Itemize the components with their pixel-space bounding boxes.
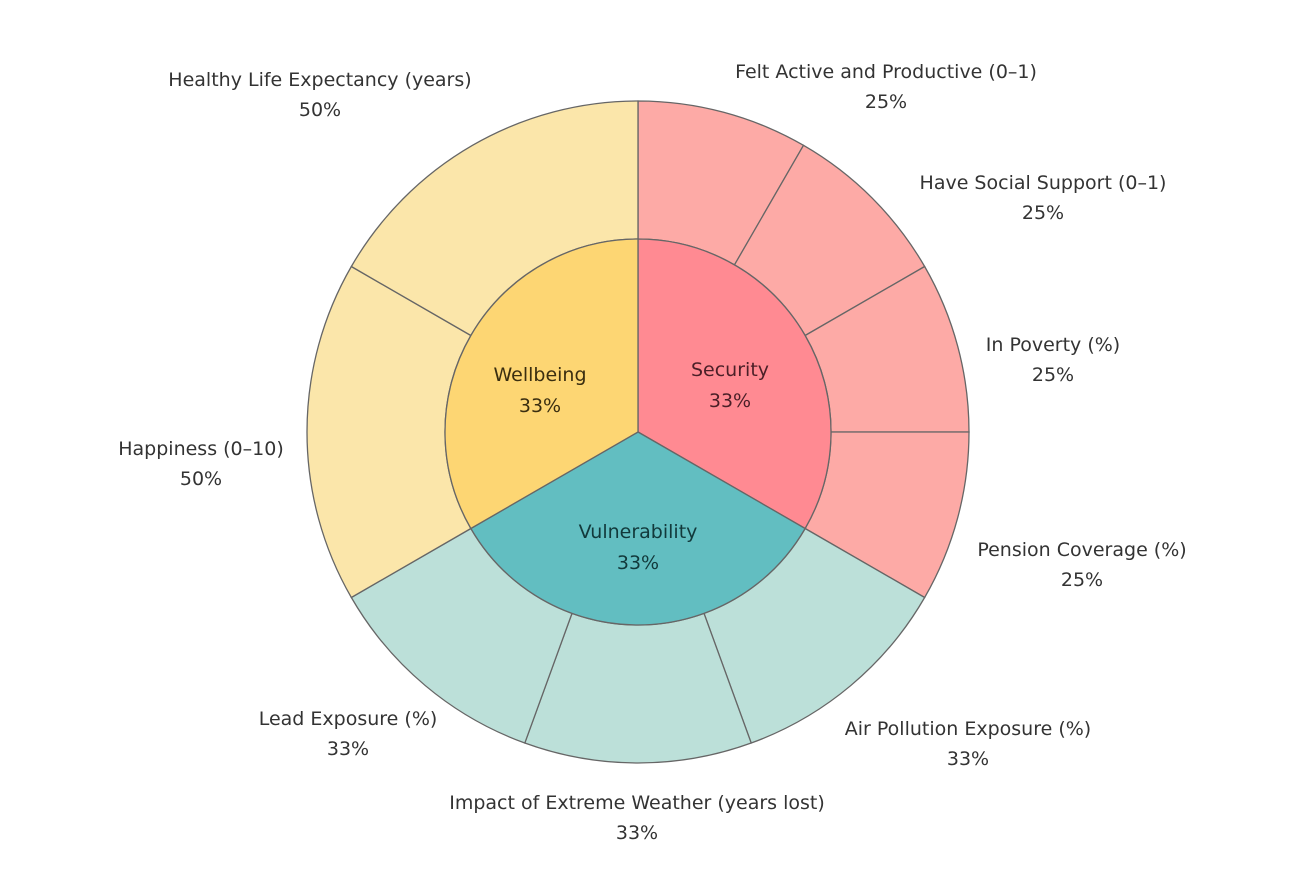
label-share: 33% [326, 738, 370, 760]
label-name: Have Social Support (0–1) [919, 172, 1167, 194]
inner-segment-security [637, 238, 832, 530]
label-name: Vulnerability [578, 521, 698, 543]
label-share: 25% [1031, 364, 1075, 386]
label-share: 50% [298, 99, 342, 121]
label-name: In Poverty (%) [985, 334, 1121, 356]
label-name: Wellbeing [493, 364, 587, 386]
label-share: 33% [616, 552, 660, 574]
label-name: Felt Active and Productive (0–1) [735, 61, 1037, 83]
outer-in-poverty-label: In Poverty (%) 25% [986, 330, 1120, 390]
label-name: Happiness (0–10) [118, 438, 284, 460]
label-share: 33% [518, 395, 562, 417]
outer-lead-exposure-label: Lead Exposure (%) 33% [259, 704, 438, 764]
outer-healthy-life-expectancy-years-label: Healthy Life Expectancy (years) 50% [168, 65, 471, 125]
label-share: 33% [708, 390, 752, 412]
label-name: Air Pollution Exposure (%) [844, 718, 1092, 740]
label-name: Healthy Life Expectancy (years) [168, 69, 472, 91]
outer-have-social-support-0-1-label: Have Social Support (0–1) 25% [920, 168, 1167, 228]
label-name: Impact of Extreme Weather (years lost) [449, 792, 825, 814]
label-name: Security [690, 359, 770, 381]
label-share: 50% [179, 468, 223, 490]
outer-air-pollution-exposure-label: Air Pollution Exposure (%) 33% [845, 714, 1091, 774]
label-share: 33% [615, 822, 659, 844]
inner-segment-wellbeing [444, 238, 639, 530]
outer-impact-of-extreme-weather-years-lost-label: Impact of Extreme Weather (years lost) 33… [449, 788, 825, 848]
label-share: 33% [946, 748, 990, 770]
outer-happiness-0-10-label: Happiness (0–10) 50% [118, 434, 284, 494]
outer-felt-active-and-productive-0-1-label: Felt Active and Productive (0–1) 25% [735, 57, 1037, 117]
inner-segment-vulnerability [469, 431, 807, 626]
label-name: Lead Exposure (%) [258, 708, 438, 730]
inner-security-label: Security 33% [691, 355, 769, 417]
inner-wellbeing-label: Wellbeing 33% [493, 360, 586, 422]
inner-vulnerability-label: Vulnerability 33% [579, 517, 698, 579]
label-share: 25% [864, 91, 908, 113]
label-share: 25% [1021, 202, 1065, 224]
label-share: 25% [1060, 569, 1104, 591]
label-name: Pension Coverage (%) [977, 539, 1187, 561]
outer-pension-coverage-label: Pension Coverage (%) 25% [977, 535, 1186, 595]
